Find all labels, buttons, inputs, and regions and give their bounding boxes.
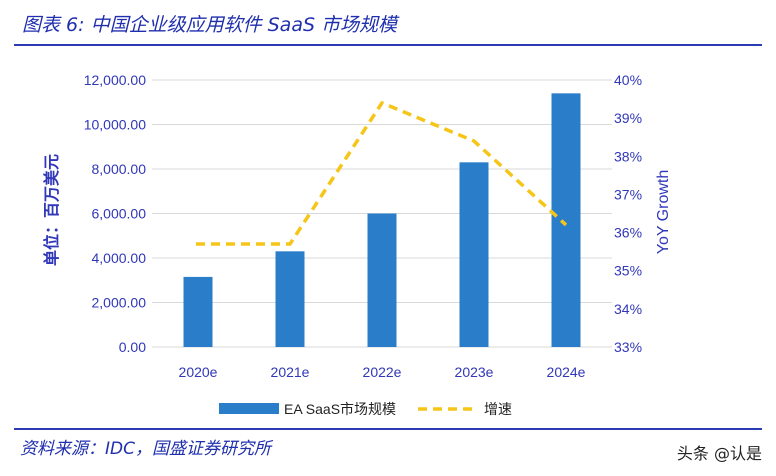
top-rule [14, 44, 762, 46]
y2-tick-label: 37% [614, 186, 642, 202]
y2-axis-ticks: 33% 34% 35% 36% 37% 38% 39% 40% [614, 72, 642, 355]
x-tick-label: 2021e [271, 364, 310, 380]
figure-title: 图表 6: 中国企业级应用软件 SaaS 市场规模 [22, 14, 398, 36]
x-tick-label: 2022e [363, 364, 402, 380]
x-tick-label: 2020e [179, 364, 218, 380]
y-tick-label: 10,000.00 [84, 117, 146, 133]
y-tick-label: 2,000.00 [92, 295, 147, 311]
y2-tick-label: 39% [614, 110, 642, 126]
legend-line-label: 增速 [484, 401, 512, 417]
bar [367, 213, 397, 347]
y2-tick-label: 35% [614, 263, 642, 279]
bar [275, 251, 305, 347]
y-tick-label: 12,000.00 [84, 72, 146, 88]
x-axis-ticks: 2020e 2021e 2022e 2023e 2024e [179, 364, 586, 380]
y2-axis-label: YoY Growth [655, 170, 672, 255]
y-axis-label: 单位：百万美元 [42, 154, 61, 266]
source-note: 资料来源：IDC，国盛证券研究所 [20, 439, 271, 459]
legend: EA SaaS市场规模 增速 [219, 401, 512, 417]
y-axis-ticks: 0.00 2,000.00 4,000.00 6,000.00 8,000.00 10,0… [84, 72, 147, 355]
bar [551, 93, 581, 347]
y2-tick-label: 33% [614, 339, 642, 355]
y-tick-label: 8,000.00 [92, 161, 147, 177]
bottom-rule [14, 428, 762, 430]
watermark: 头条 @认是 [676, 444, 762, 463]
y-tick-label: 6,000.00 [92, 206, 147, 222]
x-tick-label: 2024e [547, 364, 586, 380]
y-tick-label: 0.00 [119, 339, 146, 355]
bar [459, 162, 489, 347]
y2-tick-label: 38% [614, 148, 642, 164]
y2-tick-label: 36% [614, 225, 642, 241]
y-tick-label: 4,000.00 [92, 250, 147, 266]
growth-line-path [196, 101, 568, 246]
y2-tick-label: 34% [614, 301, 642, 317]
x-tick-label: 2023e [455, 364, 494, 380]
bar [183, 276, 213, 347]
bars [183, 93, 581, 347]
legend-bar-swatch [219, 403, 279, 414]
y2-tick-label: 40% [614, 72, 642, 88]
legend-bar-label: EA SaaS市场规模 [284, 401, 396, 417]
growth-line [196, 101, 568, 246]
